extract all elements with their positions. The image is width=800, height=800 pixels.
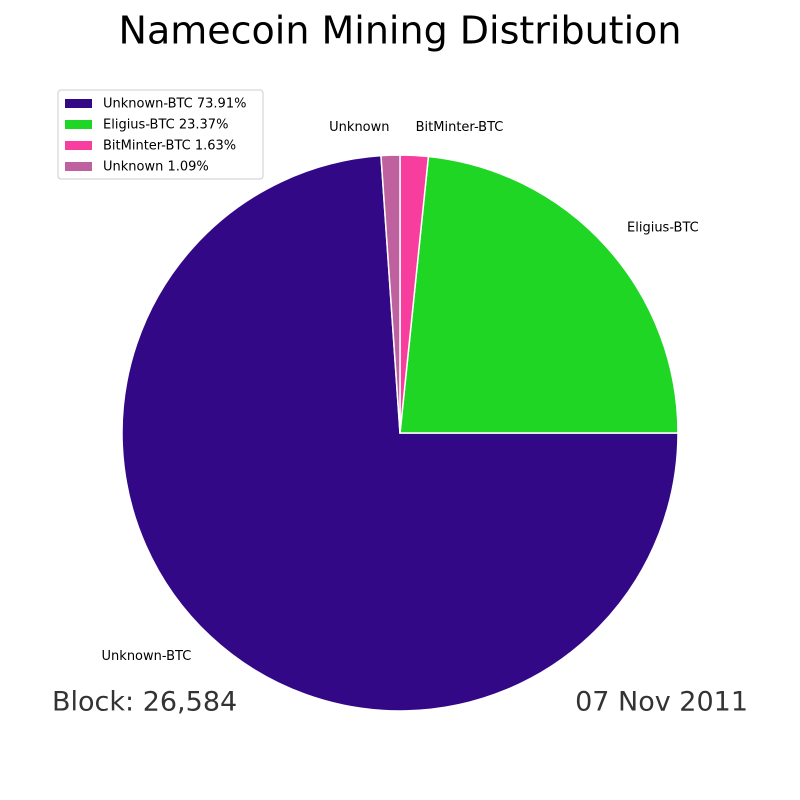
legend: Unknown-BTC 73.91% Eligius-BTC 23.37% BitM… — [57, 89, 264, 180]
legend-swatch — [65, 120, 92, 129]
annotation: Block: 26,584 — [52, 687, 237, 718]
legend-label: Unknown 1.09% — [103, 160, 209, 175]
legend-swatch — [65, 99, 92, 108]
annotation: 07 Nov 2011 — [575, 687, 748, 718]
legend-box — [57, 89, 264, 180]
legend-swatch — [65, 162, 92, 171]
chart-title: Namecoin Mining Distribution — [119, 9, 682, 53]
slice-label: Eligius-BTC — [627, 221, 699, 236]
legend-label: Eligius-BTC 23.37% — [103, 118, 228, 133]
pie-labels: Unknown-BTC Eligius-BTC BitMinter-BTC Unkno… — [102, 120, 699, 664]
legend-label: BitMinter-BTC 1.63% — [103, 139, 236, 154]
slice-label: BitMinter-BTC — [416, 120, 504, 135]
pie-slice — [399, 155, 679, 434]
legend-swatch — [65, 141, 92, 150]
slice-label: Unknown-BTC — [102, 649, 192, 664]
pie-slice — [380, 154, 401, 434]
pie — [121, 154, 679, 712]
legend-label: Unknown-BTC 73.91% — [103, 97, 246, 112]
slice-label: Unknown — [329, 120, 389, 135]
